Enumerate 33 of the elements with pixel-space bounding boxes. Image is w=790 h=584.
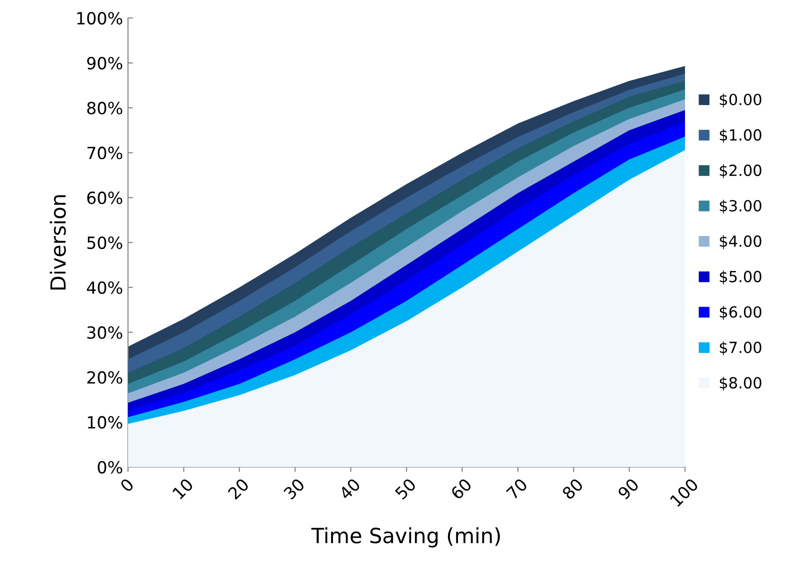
x-tick-label: 100 — [670, 478, 699, 508]
x-tick-label: 0 — [120, 478, 134, 493]
y-tick-label: 40% — [86, 281, 122, 294]
x-axis-title: Time Saving (min) — [311, 527, 500, 548]
y-tick-label: 90% — [87, 56, 122, 70]
legend-label: $6.00 — [720, 306, 762, 320]
legend-label: $0.00 — [720, 93, 762, 108]
legend-label: $2.00 — [720, 164, 762, 178]
legend-label: $5.00 — [720, 270, 762, 284]
y-tick-label: 60% — [87, 192, 122, 204]
x-tick-label: 30 — [283, 478, 306, 500]
x-tick-label: 10 — [172, 478, 194, 500]
y-tick-label: 100% — [77, 12, 122, 25]
x-tick-label: 40 — [338, 478, 361, 500]
y-axis-title: Diversion — [50, 195, 66, 290]
y-tick-label: 30% — [87, 326, 122, 339]
y-tick-label: 80% — [87, 102, 122, 114]
y-tick-label: 20% — [87, 371, 122, 384]
legend-label: $7.00 — [720, 341, 762, 356]
x-tick-label: 50 — [394, 478, 417, 500]
x-tick-label: 80 — [561, 478, 584, 500]
y-tick-label: 50% — [87, 236, 122, 250]
legend-label: $3.00 — [720, 200, 762, 214]
y-tick-label: 0% — [98, 460, 122, 474]
x-tick-label: 60 — [450, 478, 472, 500]
x-tick-label: 90 — [617, 478, 640, 500]
legend-label: $8.00 — [720, 376, 762, 391]
legend-label: $1.00 — [720, 128, 762, 143]
x-tick-label: 20 — [227, 478, 250, 500]
x-tick-label: 70 — [506, 478, 528, 500]
y-tick-label: 10% — [88, 416, 122, 429]
legend-label: $4.00 — [720, 235, 762, 249]
y-tick-label: 70% — [87, 146, 122, 160]
